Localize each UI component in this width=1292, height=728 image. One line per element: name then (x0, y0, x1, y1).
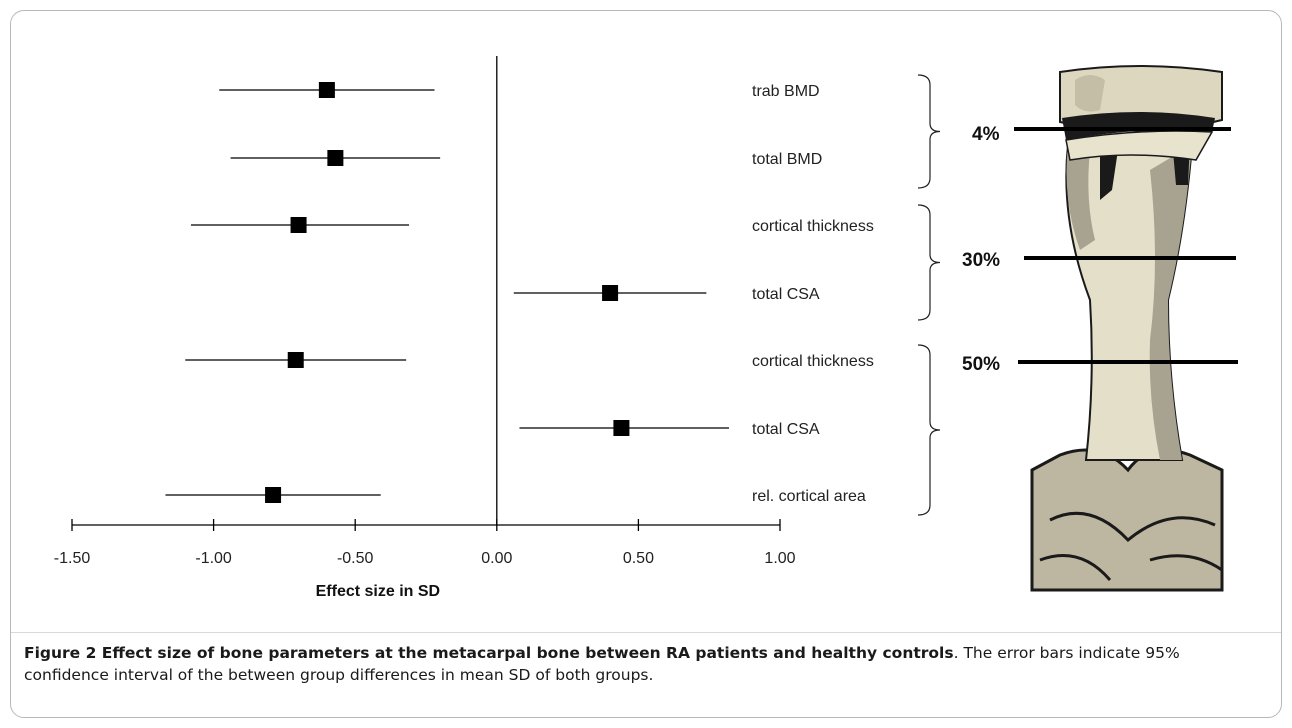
estimate-point (613, 420, 630, 436)
x-tick-label: -1.00 (195, 550, 232, 567)
estimate-point (290, 217, 307, 233)
group-brace (917, 344, 941, 516)
x-tick-label: 0.00 (481, 550, 512, 567)
group-label: 4% (972, 124, 1000, 145)
caption-divider (11, 632, 1281, 633)
row-label: cortical thickness (752, 218, 874, 235)
group-label: 50% (962, 354, 1000, 375)
caption-text: . The error bars indicate 95% confidence… (24, 644, 1180, 684)
group-brace (917, 74, 941, 189)
row-label: cortical thickness (752, 353, 874, 370)
estimate-point (287, 352, 304, 368)
estimate-point (602, 285, 619, 301)
x-axis-label: Effect size in SD (316, 583, 440, 600)
x-tick-label: 1.00 (764, 550, 795, 567)
group-brace (917, 204, 941, 321)
figure-caption: Figure 2 Effect size of bone parameters … (24, 642, 1268, 686)
group-label: 30% (962, 250, 1000, 271)
x-tick-label: -0.50 (337, 550, 374, 567)
row-label: total CSA (752, 421, 820, 438)
row-label: total CSA (752, 286, 820, 303)
caption-title: Figure 2 Effect size of bone parameters … (24, 644, 954, 662)
row-label: total BMD (752, 151, 822, 168)
metacarpal-bone-illustration (1030, 65, 1226, 592)
row-label: rel. cortical area (752, 488, 866, 505)
estimate-point (327, 150, 344, 166)
slice-markers (1014, 127, 1238, 364)
row-label: trab BMD (752, 83, 820, 100)
x-tick-label: 0.50 (623, 550, 654, 567)
x-tick-label: -1.50 (54, 550, 91, 567)
estimate-point (265, 487, 282, 503)
estimate-point (318, 82, 335, 98)
